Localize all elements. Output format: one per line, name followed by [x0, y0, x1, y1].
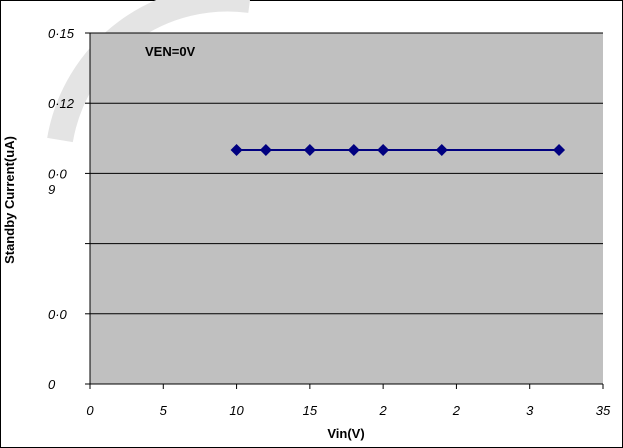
x-tick-label: 5 [160, 403, 168, 418]
annotation: VEN=0V [145, 44, 196, 59]
data-point [259, 144, 272, 156]
data-point [377, 144, 390, 156]
watermark [47, 0, 250, 143]
data-point [435, 144, 448, 156]
data-point [347, 144, 360, 156]
y-axis-label: Standby Current(uA) [2, 136, 17, 264]
data-point [553, 144, 566, 156]
y-tick-label: 0·0 [48, 307, 68, 322]
y-tick-label: 0·0 9 [48, 166, 68, 197]
y-tick-label: 0·15 [48, 26, 75, 41]
data-point [230, 144, 243, 156]
x-tick-label: 10 [229, 403, 244, 418]
x-tick-label: 0 [86, 403, 94, 418]
x-tick-label: 3 [526, 403, 534, 418]
x-tick-label: 35 [596, 403, 611, 418]
y-tick-label: 0·12 [48, 96, 75, 111]
y-tick-label: 0 [48, 377, 56, 392]
data-point [303, 144, 316, 156]
x-axis-label: Vin(V) [327, 426, 364, 441]
plot-area [90, 32, 603, 385]
x-tick-label: 15 [303, 403, 318, 418]
x-tick-label: 2 [379, 403, 388, 418]
plot-background [90, 33, 603, 384]
x-tick-label: 2 [452, 403, 461, 418]
